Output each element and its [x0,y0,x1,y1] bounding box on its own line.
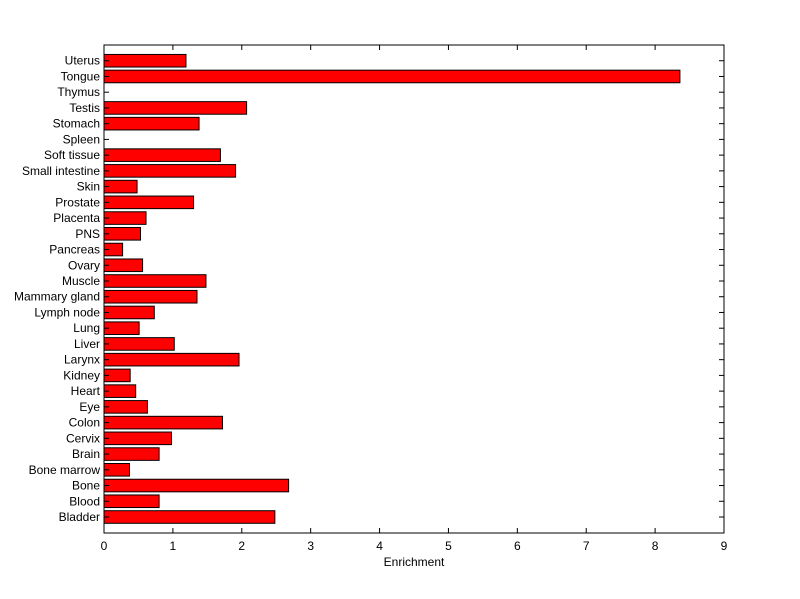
bar-liver [103,337,175,351]
y-tick-label: Testis [69,101,100,115]
bar-muscle [103,274,207,288]
bar-uterus [103,53,187,68]
y-tick-label: Blood [69,494,100,508]
y-tick-label: Eye [79,400,100,414]
x-tick-label: 9 [721,539,728,553]
y-tick-label: Heart [71,384,101,398]
y-tick-label: Placenta [53,211,100,225]
plot-frame [103,44,725,534]
bar-blood [103,494,160,509]
y-tick-label: Small intestine [22,164,100,178]
y-tick-label: Kidney [63,368,100,382]
y-tick-label: Ovary [68,258,100,272]
y-tick-label: Thymus [57,85,100,99]
bar-placenta [103,211,147,225]
y-tick-label: Bladder [59,510,100,524]
bar-larynx [103,352,240,367]
x-tick-label: 8 [652,539,659,553]
y-tick-label: Pancreas [49,243,100,257]
bar-eye [103,400,148,414]
y-tick-label: Uterus [65,54,100,68]
bar-prostate [103,195,195,210]
x-tick-label: 4 [376,539,383,553]
x-tick-label: 0 [101,539,108,553]
bar-colon [103,415,223,430]
y-tick-label: Bone marrow [29,463,101,477]
bar-pns [103,227,142,241]
bar-bone [103,478,290,493]
y-tick-label: Prostate [55,195,100,209]
plot-area [104,45,724,533]
y-tick-label: Spleen [63,132,100,146]
y-tick-label: Liver [74,337,100,351]
bar-testis [103,101,248,115]
y-tick-label: Tongue [61,69,101,83]
x-tick-label: 3 [307,539,314,553]
x-tick-label: 6 [514,539,521,553]
y-tick-label: Stomach [53,117,100,131]
y-tick-label: Muscle [62,274,100,288]
y-tick-label: Cervix [66,431,100,445]
y-tick-label: Lung [73,321,100,335]
y-tick-label: Soft tissue [44,148,100,162]
bar-bladder [103,510,276,524]
bar-lymph-node [103,305,155,320]
y-tick-label: PNS [75,227,100,241]
bar-stomach [103,116,200,131]
y-tick-label: Lymph node [34,305,100,319]
bar-cervix [103,431,173,446]
y-tick-label: Larynx [64,353,100,367]
x-tick-label: 5 [445,539,452,553]
bar-soft-tissue [103,148,221,162]
x-tick-label: 2 [238,539,245,553]
y-tick-label: Colon [69,416,100,430]
y-tick-label: Bone [72,479,100,493]
x-axis-label: Enrichment [384,555,445,569]
y-tick-label: Mammary gland [14,290,100,304]
bar-tongue [103,69,681,84]
bar-lung [103,321,140,335]
bar-small-intestine [103,164,237,178]
bar-mammary-gland [103,289,198,304]
y-tick-label: Brain [72,447,100,461]
y-tick-label: Skin [77,180,100,194]
bar-brain [103,447,160,461]
x-tick-label: 7 [583,539,590,553]
bar-ovary [103,258,144,273]
x-tick-label: 1 [170,539,177,553]
